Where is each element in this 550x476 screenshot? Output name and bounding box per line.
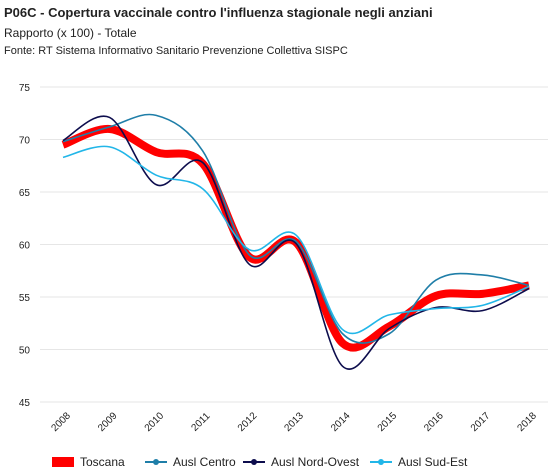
chart-subtitle: Rapporto (x 100) - Totale bbox=[4, 26, 137, 40]
series-line bbox=[62, 115, 530, 370]
x-tick-label: 2009 bbox=[96, 410, 120, 434]
x-tick-label: 2012 bbox=[236, 410, 260, 434]
x-tick-label: 2010 bbox=[143, 410, 167, 434]
y-tick-label: 75 bbox=[19, 83, 31, 94]
x-tick-label: 2013 bbox=[282, 410, 306, 434]
series-line bbox=[62, 113, 530, 344]
legend-label: Ausl Sud-Est bbox=[398, 455, 468, 469]
legend-label: Ausl Centro bbox=[173, 455, 236, 469]
chart-title: P06C - Copertura vaccinale contro l'infl… bbox=[4, 5, 433, 20]
y-tick-label: 55 bbox=[19, 293, 31, 304]
y-tick-label: 70 bbox=[19, 136, 31, 147]
x-tick-label: 2015 bbox=[376, 410, 400, 434]
y-tick-label: 65 bbox=[19, 188, 31, 199]
legend-dot bbox=[378, 459, 384, 465]
series-line bbox=[61, 124, 530, 352]
legend-dot bbox=[251, 459, 257, 465]
x-tick-label: 2016 bbox=[422, 410, 446, 434]
y-tick-label: 50 bbox=[19, 346, 31, 357]
x-tick-label: 2017 bbox=[469, 410, 493, 434]
legend-swatch bbox=[52, 457, 74, 467]
series-line bbox=[62, 145, 530, 335]
y-tick-label: 60 bbox=[19, 241, 31, 252]
x-tick-label: 2018 bbox=[515, 410, 539, 434]
x-tick-label: 2008 bbox=[49, 410, 73, 434]
legend-label: Toscana bbox=[80, 455, 125, 469]
chart-source: Fonte: RT Sistema Informativo Sanitario … bbox=[4, 45, 348, 57]
x-tick-label: 2011 bbox=[190, 410, 213, 433]
legend-dot bbox=[153, 459, 159, 465]
x-tick-label: 2014 bbox=[329, 410, 353, 434]
legend-label: Ausl Nord-Ovest bbox=[271, 455, 360, 469]
y-tick-label: 45 bbox=[19, 398, 31, 409]
